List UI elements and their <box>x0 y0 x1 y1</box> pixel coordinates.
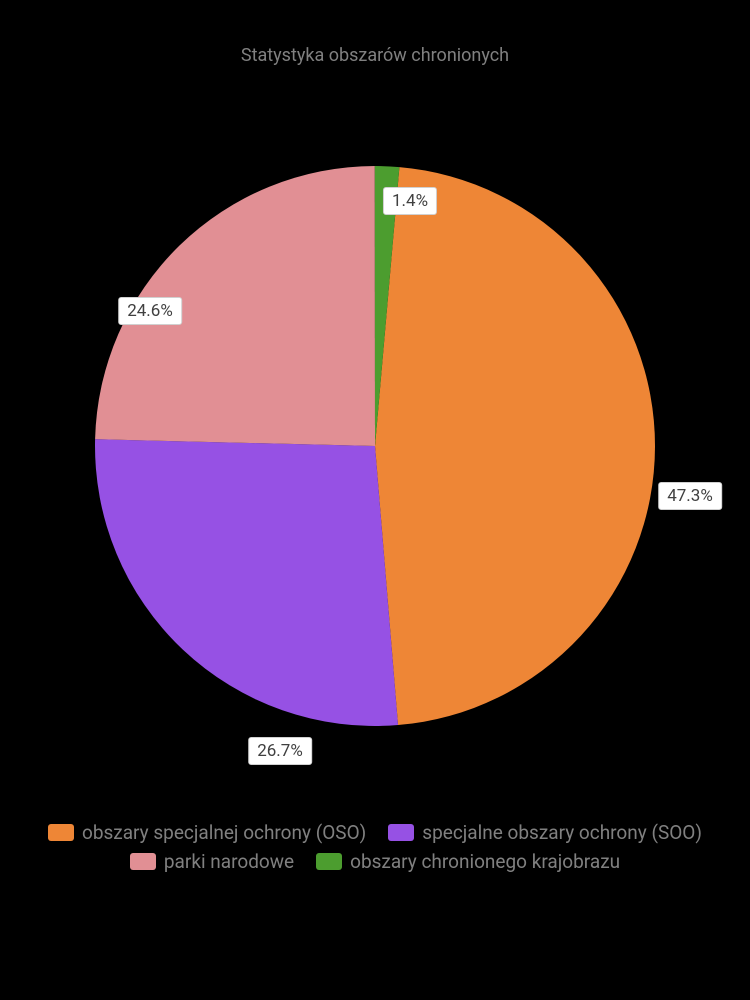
chart-container: Statystyka obszarów chronionych 47.3% 26.… <box>0 0 750 1000</box>
legend-label: obszary specjalnej ochrony (OSO) <box>82 821 366 844</box>
slice-label: 26.7% <box>248 737 312 765</box>
slice-label: 47.3% <box>658 482 722 510</box>
legend-swatch <box>316 853 342 870</box>
legend-label: obszary chronionego krajobrazu <box>350 850 620 873</box>
pie-slice <box>95 439 398 726</box>
legend-swatch <box>388 824 414 841</box>
chart-title: Statystyka obszarów chronionych <box>241 45 509 66</box>
legend-item: obszary specjalnej ochrony (OSO) <box>48 821 366 844</box>
legend-label: parki narodowe <box>164 850 294 873</box>
legend-item: specjalne obszary ochrony (SOO) <box>388 821 702 844</box>
slice-label: 1.4% <box>383 187 437 215</box>
legend-swatch <box>48 824 74 841</box>
slice-label: 24.6% <box>118 297 182 325</box>
pie-slice <box>375 167 655 725</box>
pie-chart: 47.3% 26.7% 24.6% 1.4% <box>0 96 750 796</box>
legend-swatch <box>130 853 156 870</box>
pie-svg <box>0 96 750 796</box>
legend-item: obszary chronionego krajobrazu <box>316 850 620 873</box>
legend-item: parki narodowe <box>130 850 294 873</box>
legend-label: specjalne obszary ochrony (SOO) <box>422 821 702 844</box>
legend: obszary specjalnej ochrony (OSO) specjaln… <box>40 821 710 873</box>
